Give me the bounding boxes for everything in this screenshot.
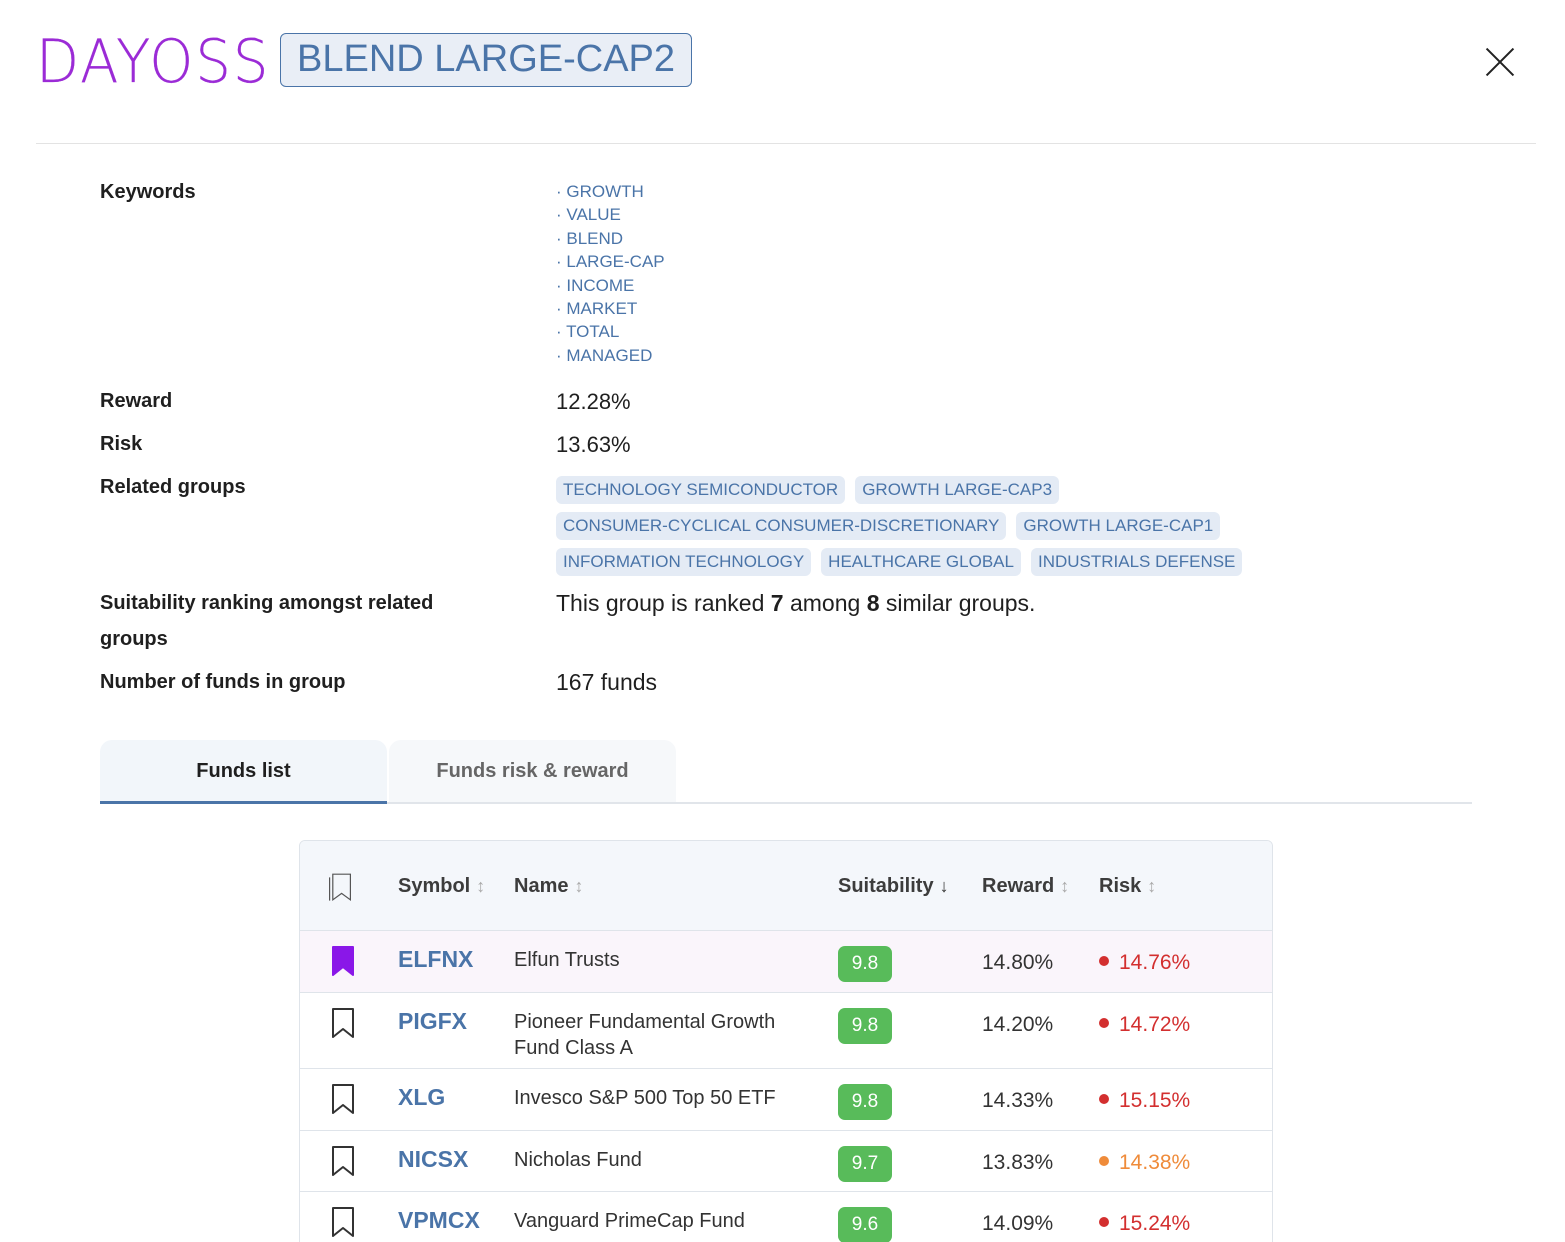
related-groups: TECHNOLOGY SEMICONDUCTOR GROWTH LARGE-CA… [556,476,1256,584]
risk-value: 13.63% [556,432,631,457]
sort-icon: ↕ [1147,876,1157,896]
risk-dot-icon [1099,1018,1109,1029]
fund-symbol-link[interactable]: XLG [398,1084,446,1110]
num-funds-label: Number of funds in group [100,671,346,693]
header: DAYOSS BLEND LARGE-CAP2 [0,0,1565,144]
risk-dot-icon [1099,1217,1109,1228]
bookmark-icon[interactable] [331,1083,355,1115]
related-groups-label: Related groups [100,476,246,498]
bookmark-icon[interactable] [331,1206,355,1238]
tab-funds-risk-reward[interactable]: Funds risk & reward [389,740,676,802]
fund-reward: 14.20% [982,1013,1054,1036]
suitability-ranking-label: Suitability ranking amongst related grou… [100,592,434,650]
column-reward[interactable]: Reward ↕ [982,841,1069,931]
sort-icon: ↕ [574,876,584,896]
bookmark-all-icon[interactable] [328,871,358,907]
keyword-item: LARGE-CAP [556,250,664,273]
bookmark-icon[interactable] [331,945,355,977]
keyword-item: TOTAL [556,320,665,343]
keyword-item: BLEND [556,227,665,250]
fund-risk-value: 15.15% [1119,1089,1191,1112]
funds-table: Symbol ↕ Name ↕ Suitability ↓ Reward ↕ Risk ↕… [299,840,1273,1242]
num-funds-value: 167 funds [556,669,658,695]
ranking-total: 8 [866,590,880,616]
keywords-label: Keywords [100,181,196,203]
tab-funds-list[interactable]: Funds list [100,740,387,804]
fund-symbol-link[interactable]: NICSX [398,1146,469,1172]
keyword-item: MARKET [556,297,665,320]
table-row[interactable]: NICSX Nicholas Fund 9.7 13.83% 14.38% [300,1131,1272,1192]
related-group-tag[interactable]: GROWTH LARGE-CAP1 [1016,512,1221,540]
sort-icon: ↕ [1060,876,1070,896]
bookmark-icon[interactable] [331,1145,355,1177]
sort-icon: ↕ [476,876,486,896]
suitability-badge: 9.8 [838,1008,892,1044]
group-title: BLEND LARGE-CAP2 [280,33,693,87]
fund-risk-value: 14.38% [1119,1151,1191,1174]
keyword-item: MANAGED [556,344,665,367]
close-icon[interactable] [1480,42,1520,82]
fund-risk: 14.38% [1099,1151,1190,1175]
related-group-tag[interactable]: GROWTH LARGE-CAP3 [855,476,1060,504]
fund-name: Vanguard PrimeCap Fund [514,1210,745,1232]
app-logo[interactable]: DAYOSS [36,28,271,97]
fund-reward: 14.09% [982,1212,1054,1235]
fund-name: Nicholas Fund [514,1149,642,1171]
suitability-badge: 9.8 [838,1084,892,1120]
fund-symbol-link[interactable]: VPMCX [398,1207,480,1233]
related-group-tag[interactable]: CONSUMER-CYCLICAL CONSUMER-DISCRETIONARY [556,512,1007,540]
fund-risk: 14.76% [1099,951,1190,975]
fund-risk: 15.15% [1099,1089,1190,1113]
ranking-prefix: This group is ranked [556,590,765,616]
fund-symbol-link[interactable]: ELFNX [398,946,474,972]
related-group-tag[interactable]: TECHNOLOGY SEMICONDUCTOR [556,476,846,504]
column-suitability[interactable]: Suitability ↓ [838,841,949,931]
keyword-item: INCOME [556,274,665,297]
tab-bar: Funds list Funds risk & reward [100,740,1472,804]
column-name[interactable]: Name ↕ [514,841,583,931]
fund-risk-value: 14.76% [1119,951,1191,974]
ranking-suffix: similar groups. [885,590,1036,616]
fund-risk: 15.24% [1099,1212,1190,1236]
ranking-rank: 7 [770,590,784,616]
risk-dot-icon [1099,1156,1109,1167]
keywords-list: GROWTH VALUE BLEND LARGE-CAP INCOME MARK… [556,180,665,367]
reward-value: 12.28% [556,389,631,414]
reward-label: Reward [100,390,173,412]
fund-risk-value: 15.24% [1119,1212,1191,1235]
ranking-text: This group is ranked 7 among 8 similar g… [556,590,1035,617]
related-group-tag[interactable]: HEALTHCARE GLOBAL [821,548,1021,576]
fund-risk: 14.72% [1099,1013,1190,1037]
sort-desc-icon: ↓ [939,876,949,896]
fund-reward: 14.33% [982,1089,1054,1112]
fund-symbol-link[interactable]: PIGFX [398,1008,468,1034]
risk-dot-icon [1099,1094,1109,1105]
suitability-badge: 9.8 [838,946,892,982]
fund-risk-value: 14.72% [1119,1013,1191,1036]
keyword-item: GROWTH [556,180,665,203]
fund-name: Invesco S&P 500 Top 50 ETF [514,1087,776,1109]
suitability-badge: 9.7 [838,1146,892,1182]
keyword-item: VALUE [556,203,665,226]
fund-reward: 13.83% [982,1151,1054,1174]
table-row[interactable]: PIGFX Pioneer Fundamental Growth Fund Cla… [300,993,1272,1069]
risk-label: Risk [100,433,143,455]
header-divider [36,143,1536,144]
table-row[interactable]: XLG Invesco S&P 500 Top 50 ETF 9.8 14.33% 15… [300,1069,1272,1131]
column-symbol[interactable]: Symbol ↕ [398,841,485,931]
table-header: Symbol ↕ Name ↕ Suitability ↓ Reward ↕ Risk ↕ [300,841,1272,931]
ranking-middle: among [789,590,861,616]
column-risk[interactable]: Risk ↕ [1099,841,1156,931]
table-row[interactable]: VPMCX Vanguard PrimeCap Fund 9.6 14.09% 15.2… [300,1192,1272,1242]
bookmark-icon[interactable] [331,1007,355,1039]
fund-name: Pioneer Fundamental Growth Fund Class A [514,1011,776,1059]
related-group-tag[interactable]: INFORMATION TECHNOLOGY [556,548,812,576]
fund-name: Elfun Trusts [514,949,620,971]
table-row[interactable]: ELFNX Elfun Trusts 9.8 14.80% 14.76% [300,931,1272,993]
fund-reward: 14.80% [982,951,1054,974]
risk-dot-icon [1099,956,1109,967]
related-group-tag[interactable]: INDUSTRIALS DEFENSE [1030,548,1243,576]
suitability-badge: 9.6 [838,1207,892,1242]
